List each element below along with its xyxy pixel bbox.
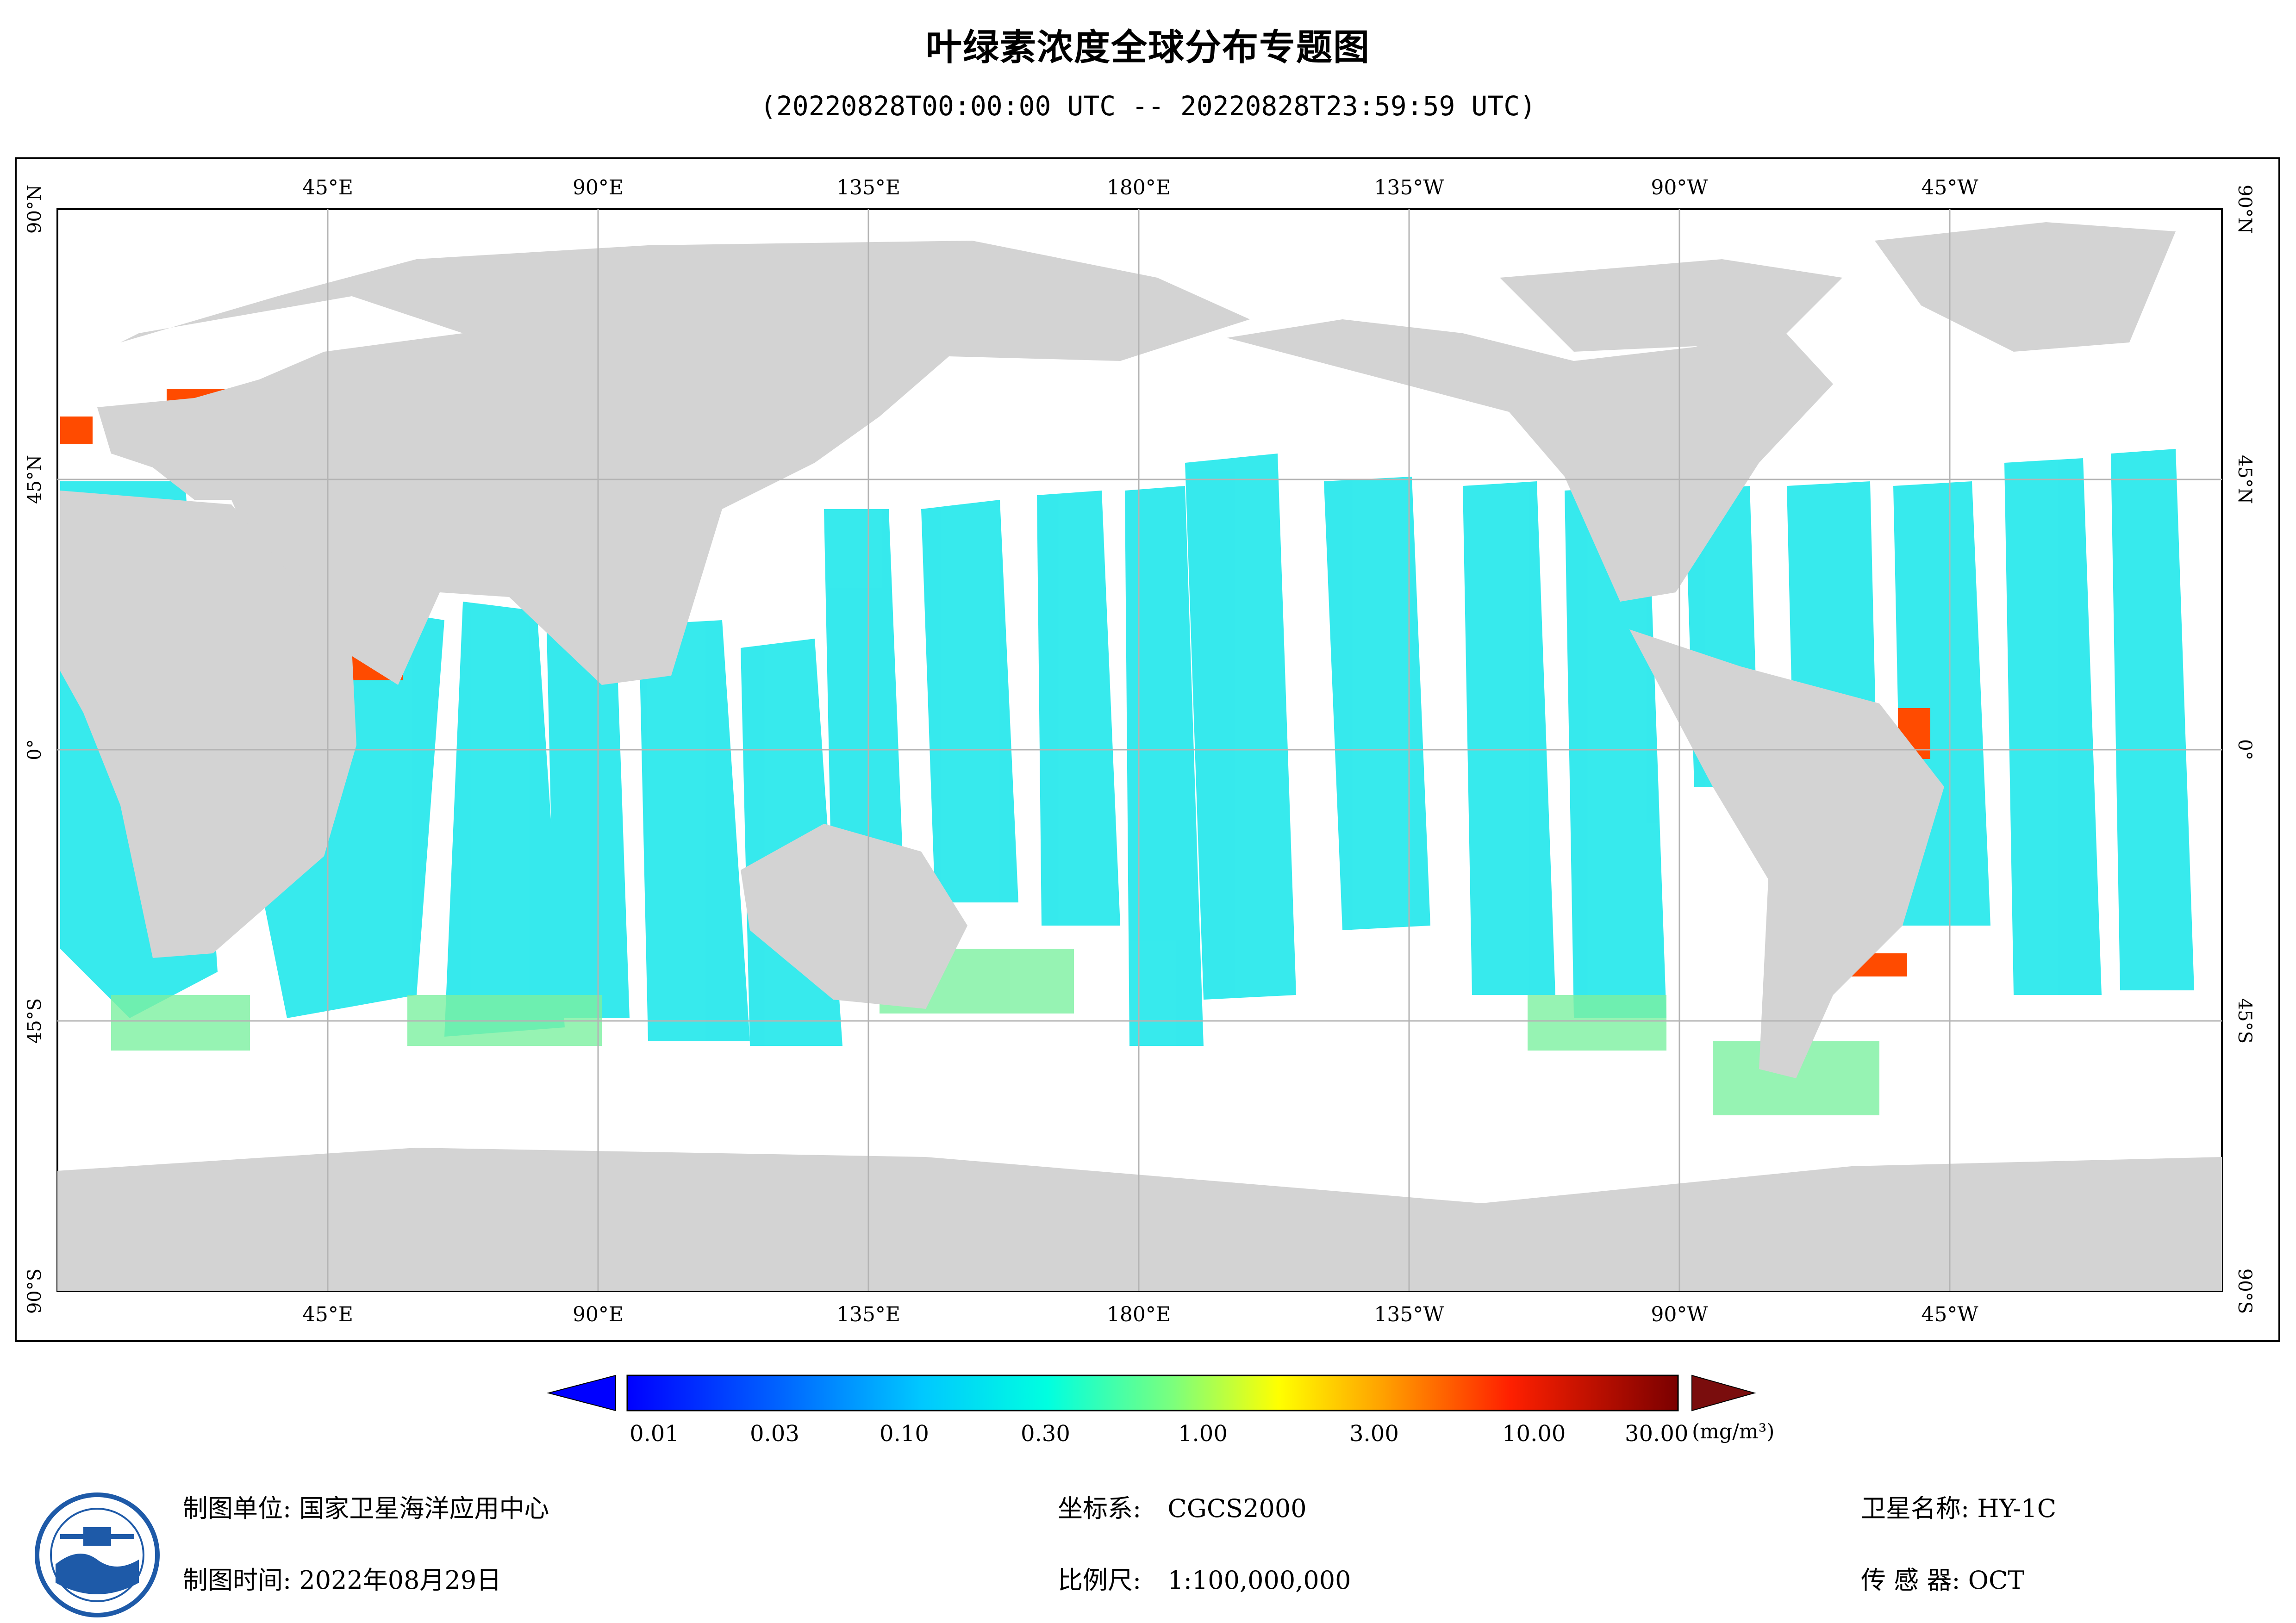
lon-label: 45°W (1921, 176, 1978, 199)
legend-tick: 1.00 (1178, 1421, 1228, 1447)
scale-row: 比例尺: 1:100,000,000 (1058, 1560, 1351, 1596)
scale-value: 1:100,000,000 (1167, 1566, 1351, 1595)
lat-label: 90°N (2234, 185, 2255, 234)
time-range: (20220828T00:00:00 UTC -- 20220828T23:59… (760, 90, 1536, 122)
map-title: 叶绿素浓度全球分布专题图 (925, 27, 1370, 68)
lat-label: 45°S (2234, 998, 2255, 1044)
agency-logo (35, 1492, 160, 1617)
legend-tick: 30.00 (1625, 1421, 1689, 1447)
colorbar-under-arrow (547, 1374, 616, 1412)
lat-labels-left: 90°N 45°N 0° 45°S 90°S (24, 185, 45, 1314)
lon-label: 45°E (302, 1303, 353, 1326)
satellite-label: 卫星名称: (1861, 1494, 1970, 1523)
lon-label: 135°E (836, 1303, 900, 1326)
lat-label: 45°N (24, 455, 45, 504)
legend-tick: 0.10 (880, 1421, 929, 1447)
lat-label: 90°N (24, 185, 45, 234)
sensor-value: OCT (1968, 1566, 2025, 1595)
colorbar-ramp (626, 1374, 1679, 1412)
lon-labels-top: 45°E 90°E 135°E 180°E 135°W 90°W 45°W (302, 176, 1978, 199)
lon-label: 180°E (1107, 176, 1171, 199)
date-value: 2022年08月29日 (299, 1566, 502, 1595)
lat-label: 45°S (24, 998, 45, 1044)
satellite-row: 卫星名称: HY-1C (1861, 1488, 2056, 1524)
lat-label: 45°N (2234, 455, 2255, 504)
lon-label: 90°E (573, 176, 624, 199)
lat-labels-right: 90°N 45°N 0° 45°S 90°S (2234, 185, 2255, 1314)
colorbar-over-arrow (1691, 1374, 1756, 1412)
legend-unit: (mg/m³) (1692, 1420, 1775, 1443)
lon-label: 45°W (1921, 1303, 1978, 1326)
legend-tick: 10.00 (1502, 1421, 1566, 1447)
sensor-row: 传 感 器: OCT (1861, 1560, 2024, 1596)
sensor-label: 传 感 器: (1861, 1566, 1960, 1595)
lon-label: 90°W (1651, 1303, 1708, 1326)
lon-label: 135°W (1374, 1303, 1444, 1326)
crs-label: 坐标系: (1058, 1494, 1142, 1523)
org-label: 制图单位: (183, 1494, 292, 1523)
lon-label: 135°E (836, 176, 900, 199)
crs-value: CGCS2000 (1167, 1494, 1307, 1523)
legend-tick: 0.03 (750, 1421, 799, 1447)
lon-label: 45°E (302, 176, 353, 199)
map-layers (57, 209, 2222, 1291)
lon-label: 90°W (1651, 176, 1708, 199)
org-row: 制图单位: 国家卫星海洋应用中心 (183, 1488, 549, 1524)
crs-row: 坐标系: CGCS2000 (1058, 1488, 1307, 1524)
lon-label: 135°W (1374, 176, 1444, 199)
lat-label: 0° (24, 739, 45, 760)
lat-label: 0° (2234, 739, 2255, 760)
scale-label: 比例尺: (1058, 1566, 1142, 1595)
date-row: 制图时间: 2022年08月29日 (183, 1560, 501, 1596)
date-label: 制图时间: (183, 1566, 292, 1595)
legend-tick: 0.01 (630, 1421, 679, 1447)
satellite-value: HY-1C (1977, 1494, 2057, 1523)
lon-label: 180°E (1107, 1303, 1171, 1326)
org-value: 国家卫星海洋应用中心 (299, 1494, 549, 1523)
colorbar (547, 1374, 1756, 1412)
lon-label: 90°E (573, 1303, 624, 1326)
legend-tick: 0.30 (1021, 1421, 1070, 1447)
legend-tick: 3.00 (1349, 1421, 1399, 1447)
map-frame (15, 157, 2280, 1342)
lat-label: 90°S (2234, 1269, 2255, 1314)
lon-labels-bottom: 45°E 90°E 135°E 180°E 135°W 90°W 45°W (302, 1303, 1978, 1326)
graticule (57, 209, 2222, 1291)
lat-label: 90°S (24, 1269, 45, 1314)
